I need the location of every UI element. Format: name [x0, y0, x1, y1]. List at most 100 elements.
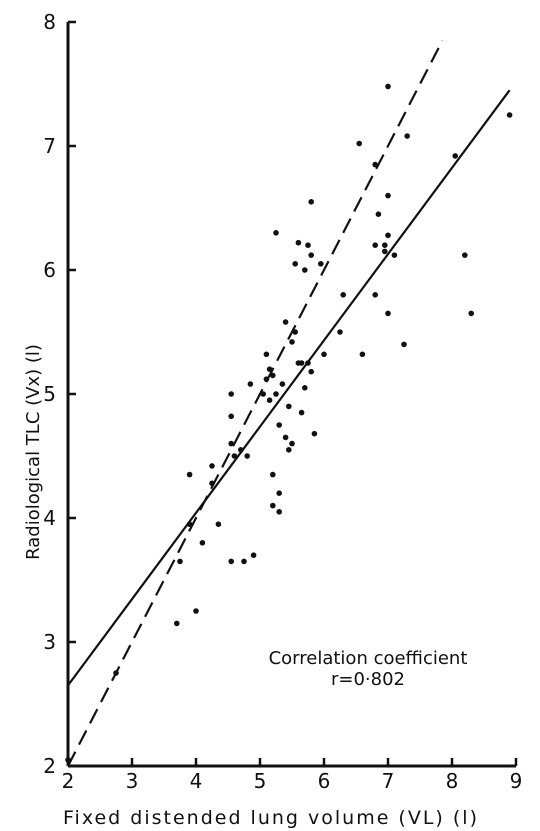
data-point [385, 232, 391, 239]
data-point [372, 242, 379, 248]
data-point [276, 509, 283, 515]
data-point [65, 757, 71, 763]
data-point [308, 368, 315, 375]
x-tick-label: 6 [318, 769, 331, 793]
fit-lines [67, 40, 511, 767]
data-point [375, 211, 382, 217]
data-point [391, 252, 398, 258]
tick-labels: 2 3 4 5 6 7 8 9 2 3 4 5 6 7 8 [43, 10, 522, 793]
data-point [250, 552, 257, 558]
data-point [266, 397, 273, 404]
data-point [282, 434, 289, 441]
data-point [260, 391, 267, 397]
x-tick-label: 5 [254, 769, 267, 793]
data-point [340, 292, 347, 298]
data-point [385, 310, 391, 317]
correlation-annotation-line2: r=0·802 [331, 669, 405, 690]
data-point [186, 521, 193, 527]
x-tick-label: 8 [446, 769, 459, 793]
data-point [452, 153, 459, 159]
data-point [359, 351, 366, 358]
data-point [244, 453, 250, 459]
data-point [279, 381, 286, 387]
data-point [231, 453, 238, 459]
data-point [404, 133, 411, 139]
data-point [289, 339, 295, 345]
data-point [337, 329, 343, 335]
data-point [228, 558, 234, 565]
data-point [273, 391, 279, 397]
data-point [228, 413, 234, 420]
data-point [506, 112, 513, 118]
data-point [276, 422, 283, 428]
data-point [302, 385, 308, 391]
data-point [113, 670, 119, 676]
data-point [292, 261, 299, 267]
data-point [286, 403, 292, 410]
y-tick-label: 5 [43, 382, 56, 406]
data-point [302, 267, 308, 273]
data-point [318, 261, 324, 267]
data-point [186, 471, 193, 478]
data-point [289, 440, 295, 447]
data-point [385, 83, 391, 90]
y-tick-label: 2 [43, 754, 56, 778]
data-point [308, 252, 315, 258]
data-point [385, 192, 391, 199]
data-point [270, 471, 276, 478]
data-point [228, 391, 234, 397]
data-point [305, 360, 311, 366]
y-tick-label: 7 [43, 134, 56, 158]
x-tick-label: 2 [62, 769, 75, 793]
data-point [372, 161, 379, 168]
y-tick-label: 3 [43, 630, 56, 654]
data-point [209, 480, 215, 487]
correlation-annotation-line1: Correlation coefficient [269, 648, 468, 669]
data-point [382, 242, 388, 248]
data-point [295, 239, 302, 246]
axes [66, 20, 518, 768]
data-point [263, 351, 270, 358]
data-point [282, 319, 289, 325]
data-point [241, 558, 247, 565]
dashed-fit-line [67, 40, 444, 767]
data-points [65, 83, 513, 763]
data-point [270, 502, 276, 509]
y-tick-label: 6 [43, 258, 56, 282]
data-point [270, 372, 276, 379]
x-tick-label: 4 [190, 769, 203, 793]
data-point [193, 608, 199, 614]
data-point [228, 440, 234, 447]
data-point [177, 558, 183, 565]
solid-fit-line [67, 89, 511, 687]
data-point [298, 409, 305, 416]
data-point [286, 447, 292, 453]
data-point [305, 242, 311, 248]
data-point [372, 292, 379, 298]
x-tick-label: 7 [382, 769, 395, 793]
x-axis-title: Fixed distended lung volume (VL) (l) [63, 807, 479, 829]
data-point [298, 360, 305, 366]
y-tick-label: 8 [43, 10, 56, 34]
data-point [276, 490, 283, 497]
data-point [401, 341, 407, 348]
data-point [238, 447, 244, 453]
data-point [468, 310, 475, 317]
data-point [247, 381, 254, 387]
x-tick-label: 3 [126, 769, 139, 793]
data-point [199, 540, 206, 546]
y-tick-label: 4 [43, 506, 56, 530]
data-point [292, 329, 299, 335]
data-point [273, 230, 279, 236]
data-point [462, 252, 468, 258]
x-tick-label: 9 [510, 769, 523, 793]
data-point [174, 620, 180, 627]
data-point [266, 366, 273, 373]
y-axis-title: Radiological TLC (Vx) (l) [23, 344, 44, 560]
data-point [308, 199, 315, 205]
data-point [311, 430, 318, 437]
data-point [356, 140, 363, 147]
data-point [209, 463, 215, 469]
data-point [321, 351, 327, 358]
